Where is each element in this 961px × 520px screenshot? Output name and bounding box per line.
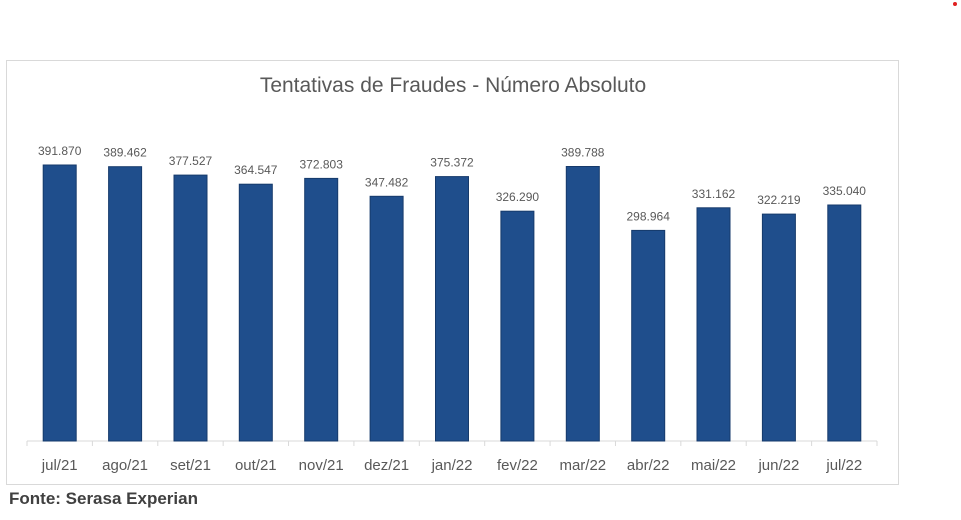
corner-dot [953, 2, 957, 6]
bar-abr-22 [631, 229, 666, 442]
x-tick-label: jun/22 [757, 457, 799, 474]
bar-fev-22 [500, 210, 535, 442]
x-tick-label: nov/21 [299, 457, 344, 474]
x-tick-label: jul/22 [825, 457, 862, 474]
bar-nov-21 [304, 177, 339, 442]
data-label: 298.964 [627, 209, 671, 223]
bar-set-21 [173, 174, 208, 442]
bar-ago-21 [108, 166, 143, 442]
data-label: 391.870 [38, 144, 82, 158]
x-tick-label: mar/22 [559, 457, 606, 474]
chart-title: Tentativas de Fraudes - Número Absoluto [259, 74, 647, 97]
data-label: 322.219 [757, 193, 801, 207]
bar-dez-21 [369, 195, 404, 442]
bar-mai-22 [696, 207, 731, 442]
data-label: 335.040 [823, 184, 867, 198]
data-label: 331.162 [692, 187, 736, 201]
data-label: 347.482 [365, 175, 409, 189]
data-label: 377.527 [169, 154, 213, 168]
bar-mar-22 [565, 166, 600, 442]
bar-jul-22 [827, 204, 862, 442]
x-tick-label: jan/22 [431, 457, 473, 474]
x-tick-label: set/21 [170, 457, 211, 474]
x-tick-label: ago/21 [102, 457, 148, 474]
data-label: 389.788 [561, 146, 605, 160]
source-note: Fonte: Serasa Experian [9, 489, 198, 508]
bar-chart: 391.870 jul/21 389.462 ago/21 377.527 set/21 3… [26, 144, 878, 474]
data-label: 364.547 [234, 163, 278, 177]
x-tick-label: out/21 [235, 457, 277, 474]
x-tick-label: mai/22 [691, 457, 736, 474]
x-tick-label: fev/22 [497, 457, 538, 474]
x-tick-label: dez/21 [364, 457, 409, 474]
x-tick-label: jul/21 [41, 457, 78, 474]
bar-jun-22 [761, 213, 796, 442]
bar-out-21 [238, 183, 273, 442]
x-tick-label: abr/22 [627, 457, 670, 474]
data-label: 372.803 [300, 157, 344, 171]
data-label: 375.372 [430, 156, 474, 170]
bar-jan-22 [435, 176, 469, 442]
data-label: 389.462 [103, 146, 147, 160]
bar-jul-21 [42, 164, 77, 442]
data-label: 326.290 [496, 190, 540, 204]
